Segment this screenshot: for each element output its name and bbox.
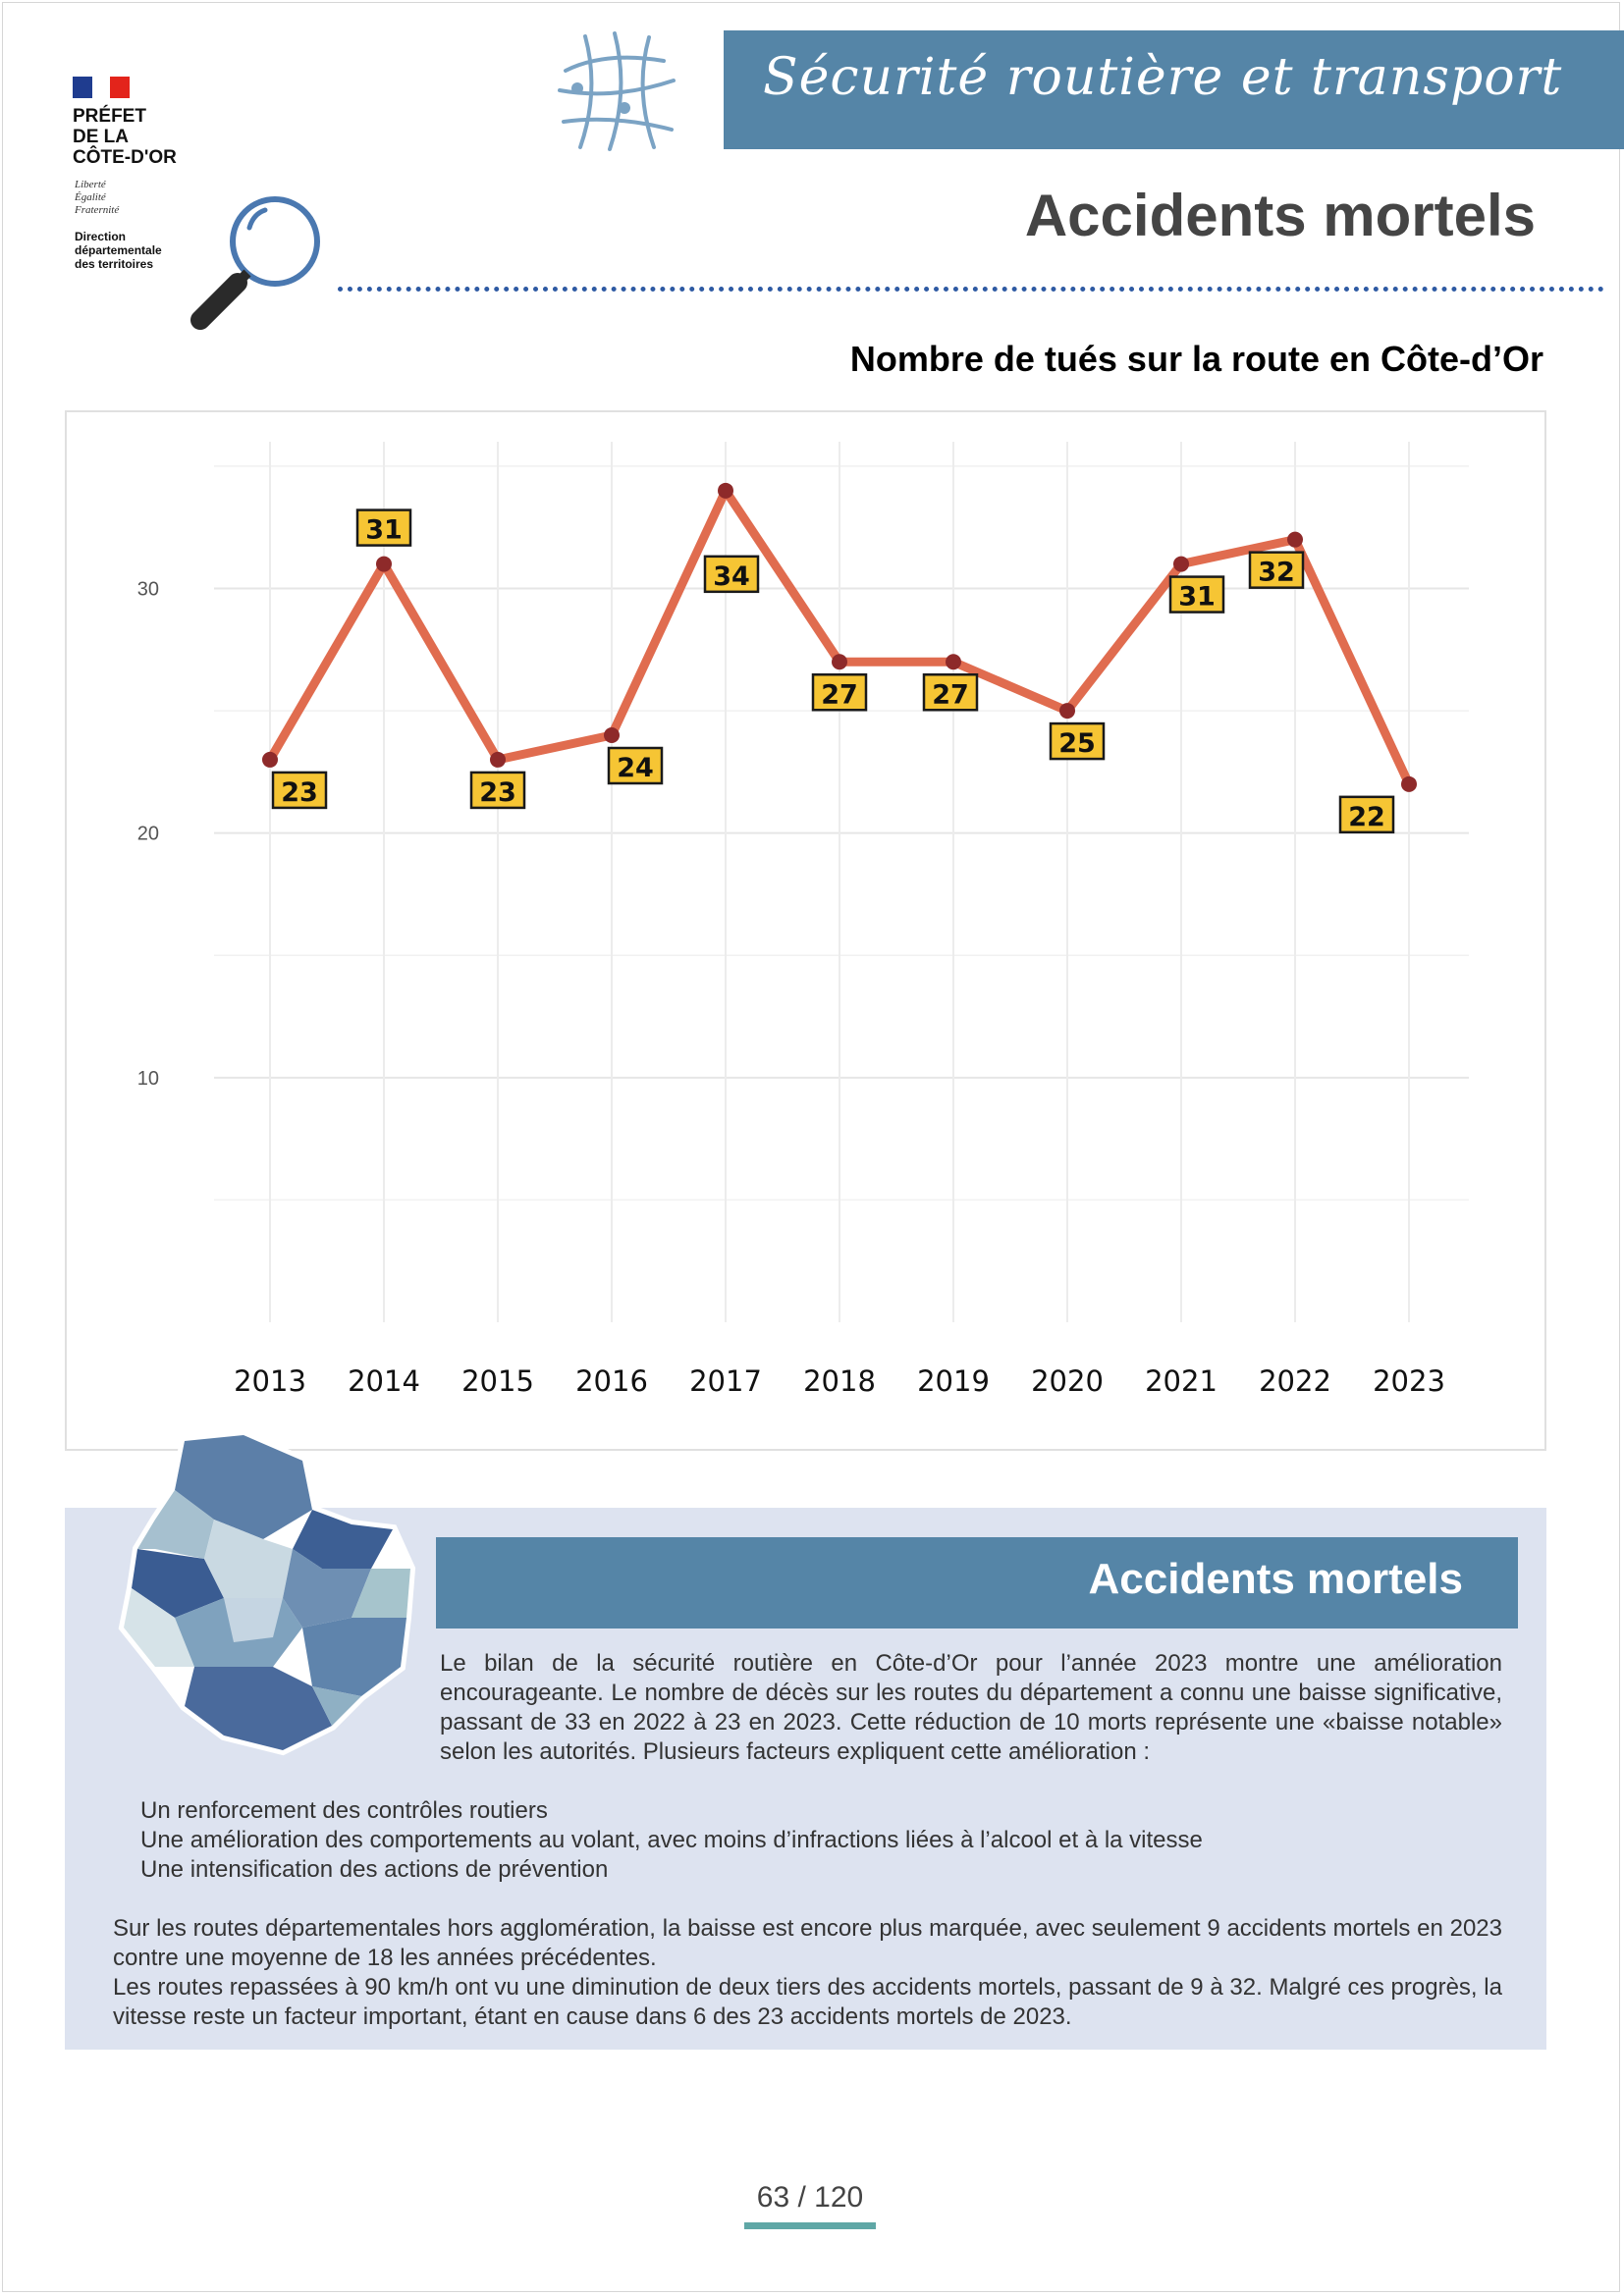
data-label-box — [1248, 551, 1305, 589]
list-item: Une intensification des actions de préve… — [140, 1856, 609, 1883]
x-tick-label: 2020 — [1031, 1364, 1104, 1398]
data-label-box — [355, 508, 412, 547]
direction-line-2: départementale — [75, 243, 162, 257]
y-tick-label: 20 — [137, 824, 159, 845]
data-point — [376, 556, 392, 572]
page-title: Accidents mortels — [1024, 183, 1536, 248]
data-label: 31 — [365, 515, 403, 546]
banner-title: Sécurité routière et transport — [763, 48, 1563, 107]
magnifier-icon — [190, 196, 320, 330]
road-network-icon — [558, 31, 676, 151]
logo-line-3: CÔTE-D'OR — [73, 147, 177, 168]
header-banner: Sécurité routière et transport — [724, 30, 1624, 149]
data-label-box — [703, 555, 760, 594]
data-point — [490, 751, 506, 768]
data-label-box — [811, 673, 868, 712]
data-label: 23 — [479, 777, 516, 808]
y-tick-label: 30 — [137, 579, 159, 601]
chart-frame: 10 20 30 2013 2014 2015 2016 2017 2018 2019 2020 20… — [65, 410, 1546, 1451]
data-label: 23 — [281, 777, 318, 808]
x-tick-label: 2016 — [575, 1364, 648, 1398]
motto-egalite: Égalité — [75, 191, 106, 203]
data-label: 34 — [713, 561, 750, 592]
data-label: 32 — [1258, 558, 1295, 588]
data-point — [718, 482, 733, 499]
data-point — [604, 727, 620, 743]
data-point — [1401, 775, 1417, 792]
logo-direction: Direction départementale des territoires — [75, 230, 162, 271]
logo-wordmark: PRÉFET DE LA CÔTE-D'OR — [73, 106, 177, 168]
data-label-box — [922, 673, 979, 712]
outro-paragraph-2: Les routes repassées à 90 km/h ont vu un… — [113, 1974, 1502, 2030]
data-point — [1287, 531, 1303, 548]
logo-motto: Liberté Égalité Fraternité — [75, 179, 119, 217]
data-label-box — [1338, 795, 1395, 834]
page-number: 63 / 120 — [756, 2181, 864, 2214]
data-point — [262, 751, 278, 768]
list-item: Un renforcement des contrôles routiers — [140, 1797, 548, 1824]
direction-line-3: des territoires — [75, 257, 154, 271]
x-tick-label: 2017 — [689, 1364, 762, 1398]
chart-title: Nombre de tués sur la route en Côte-d’Or — [849, 339, 1543, 379]
panel-intro-text: Le bilan de la sécurité routière en Côte… — [440, 1650, 1502, 1765]
direction-line-1: Direction — [75, 230, 127, 243]
data-label: 27 — [821, 679, 858, 710]
logo-line-1: PRÉFET — [73, 106, 146, 127]
factors-list: Un renforcement des contrôles routiers U… — [140, 1796, 1417, 1885]
panel-outro-text: Sur les routes départementales hors aggl… — [113, 1914, 1502, 2032]
x-tick-label: 2023 — [1373, 1364, 1445, 1398]
title-divider — [338, 287, 1604, 292]
motto-liberte: Liberté — [75, 179, 106, 190]
outro-paragraph-1: Sur les routes départementales hors aggl… — [113, 1915, 1502, 1971]
data-label: 31 — [1178, 582, 1216, 613]
french-flag-icon — [73, 77, 130, 98]
x-tick-label: 2018 — [803, 1364, 876, 1398]
cote-dor-map-icon — [118, 1431, 416, 1756]
data-label: 24 — [617, 753, 654, 783]
data-point — [1173, 556, 1189, 572]
y-tick-label: 10 — [137, 1068, 159, 1090]
data-label-box — [271, 771, 328, 810]
data-label-box — [1168, 575, 1225, 614]
motto-fraternite: Fraternité — [75, 204, 120, 216]
x-tick-label: 2015 — [461, 1364, 534, 1398]
data-point — [1059, 703, 1075, 720]
x-tick-label: 2021 — [1145, 1364, 1218, 1398]
data-label: 25 — [1058, 728, 1096, 759]
logo-line-2: DE LA — [73, 127, 129, 147]
x-tick-label: 2019 — [917, 1364, 990, 1398]
x-tick-label: 2013 — [234, 1364, 306, 1398]
data-point — [832, 654, 847, 670]
data-label: 22 — [1348, 802, 1385, 832]
data-label-box — [469, 771, 526, 810]
data-label-box — [607, 746, 664, 785]
page-number-underline — [744, 2222, 876, 2229]
line-chart: 10 20 30 2013 2014 2015 2016 2017 2018 2019 2020 20… — [137, 442, 1469, 1398]
list-item: Une amélioration des comportements au vo… — [140, 1827, 1203, 1853]
x-tick-label: 2022 — [1259, 1364, 1331, 1398]
panel-title: Accidents mortels — [1088, 1555, 1463, 1603]
panel-title-banner: Accidents mortels — [436, 1537, 1518, 1629]
data-point — [946, 654, 961, 670]
data-label-box — [1049, 721, 1106, 761]
data-label: 27 — [932, 679, 969, 710]
x-tick-label: 2014 — [348, 1364, 420, 1398]
